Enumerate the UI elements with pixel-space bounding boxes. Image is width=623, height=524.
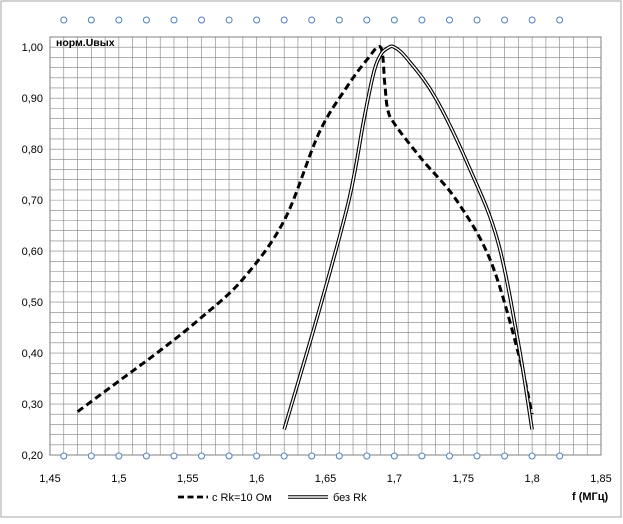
- y-tick-label: 0,80: [22, 144, 43, 156]
- x-tick-label: 1,6: [249, 473, 264, 485]
- chart-handle[interactable]: [308, 16, 316, 24]
- chart-handle[interactable]: [198, 16, 206, 24]
- chart-handle[interactable]: [142, 16, 150, 24]
- chart-handle[interactable]: [473, 16, 481, 24]
- chart-handle[interactable]: [418, 16, 426, 24]
- chart-handle[interactable]: [335, 16, 343, 24]
- chart-handle[interactable]: [501, 452, 509, 460]
- y-tick-label: 0,50: [22, 297, 43, 309]
- chart-handle[interactable]: [170, 16, 178, 24]
- y-tick-label: 0,40: [22, 348, 43, 360]
- series-1-line-inner: [283, 45, 533, 430]
- x-tick-label: 1,85: [590, 473, 611, 485]
- chart-handle[interactable]: [556, 452, 564, 460]
- chart-handle[interactable]: [501, 16, 509, 24]
- chart-handle[interactable]: [445, 452, 453, 460]
- chart-handle[interactable]: [363, 16, 371, 24]
- chart-handle[interactable]: [115, 16, 123, 24]
- x-tick-label: 1,75: [453, 473, 474, 485]
- y-axis-title: норм.Uвых: [56, 37, 115, 49]
- chart-handle[interactable]: [280, 452, 288, 460]
- legend-label-series-0: с Rk=10 Ом: [212, 492, 272, 504]
- chart-handle[interactable]: [170, 452, 178, 460]
- x-tick-label: 1,5: [111, 473, 126, 485]
- legend: с Rk=10 Ом без Rk: [178, 492, 367, 504]
- chart-handle[interactable]: [198, 452, 206, 460]
- y-tick-label: 1,00: [22, 42, 43, 54]
- chart-handle[interactable]: [473, 452, 481, 460]
- chart-handle[interactable]: [528, 452, 536, 460]
- chart-handle[interactable]: [87, 452, 95, 460]
- x-tick-label: 1,55: [177, 473, 198, 485]
- chart-handle[interactable]: [308, 452, 316, 460]
- chart-handle[interactable]: [115, 452, 123, 460]
- chart-handle[interactable]: [253, 452, 261, 460]
- x-tick-label: 1,8: [524, 473, 539, 485]
- chart-handle[interactable]: [225, 16, 233, 24]
- series-0-line: [76, 44, 534, 415]
- grid-lines: [50, 37, 601, 455]
- y-tick-label: 0,70: [22, 195, 43, 207]
- series-layer: [76, 44, 534, 431]
- x-tick-label: 1,45: [39, 473, 60, 485]
- x-axis-title: f (МГц): [572, 491, 609, 503]
- chart-handle[interactable]: [253, 16, 261, 24]
- y-tick-label: 0,30: [22, 399, 43, 411]
- x-axis-ticks: 1,45 1,5 1,55 1,6 1,65 1,7 1,75 1,8 1,85: [39, 473, 611, 485]
- chart-handle[interactable]: [280, 16, 288, 24]
- chart-handle[interactable]: [60, 16, 68, 24]
- chart-handle[interactable]: [225, 452, 233, 460]
- chart-handle[interactable]: [418, 452, 426, 460]
- chart-handle[interactable]: [556, 16, 564, 24]
- selection-handles: [60, 16, 564, 460]
- y-tick-label: 0,60: [22, 246, 43, 258]
- chart-handle[interactable]: [390, 452, 398, 460]
- chart-handle[interactable]: [445, 16, 453, 24]
- chart-handle[interactable]: [390, 16, 398, 24]
- chart-handle[interactable]: [87, 16, 95, 24]
- chart-handle[interactable]: [363, 452, 371, 460]
- y-tick-label: 0,20: [22, 450, 43, 462]
- y-axis-ticks: 0,20 0,30 0,40 0,50 0,60 0,70 0,80 0,90 1,00: [22, 42, 43, 462]
- x-tick-label: 1,65: [315, 473, 336, 485]
- chart-handle[interactable]: [60, 452, 68, 460]
- legend-label-series-1: без Rk: [333, 492, 367, 504]
- chart-handle[interactable]: [528, 16, 536, 24]
- x-tick-label: 1,7: [387, 473, 402, 485]
- y-tick-label: 0,90: [22, 93, 43, 105]
- chart-handle[interactable]: [142, 452, 150, 460]
- chart-handle[interactable]: [335, 452, 343, 460]
